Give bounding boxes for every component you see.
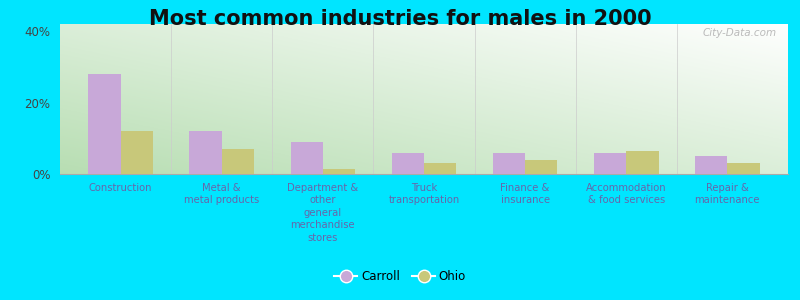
Bar	[88, 74, 121, 174]
Text: City-Data.com: City-Data.com	[703, 28, 777, 38]
Bar	[392, 153, 424, 174]
Bar	[695, 156, 727, 174]
Bar	[727, 163, 760, 174]
Bar	[290, 142, 323, 174]
Bar	[493, 153, 525, 174]
Bar	[594, 153, 626, 174]
Text: Most common industries for males in 2000: Most common industries for males in 2000	[149, 9, 651, 29]
Legend: Carroll, Ohio: Carroll, Ohio	[329, 266, 471, 288]
Bar	[626, 151, 658, 174]
Bar	[121, 131, 153, 174]
Bar	[190, 131, 222, 174]
Bar	[424, 163, 456, 174]
Bar	[323, 169, 355, 174]
Bar	[222, 149, 254, 174]
Bar	[525, 160, 558, 174]
